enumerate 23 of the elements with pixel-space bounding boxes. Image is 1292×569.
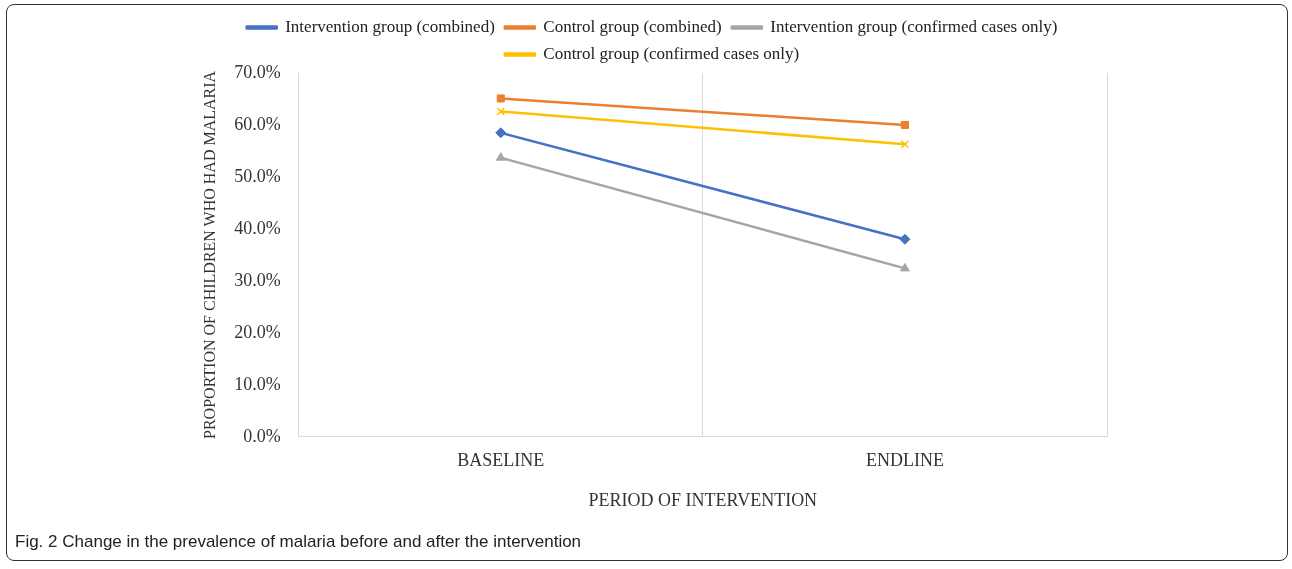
x-axis-title: PERIOD OF INTERVENTION	[588, 489, 818, 510]
legend-label: Intervention group (confirmed cases only)	[770, 16, 1058, 36]
legend-label: Intervention group (combined)	[285, 16, 495, 36]
caption: Fig. 2 Change in the prevalence of malaria before and after the intervention	[15, 532, 582, 552]
x-tick-label: ENDLINE	[865, 450, 944, 471]
point	[496, 94, 505, 103]
legend-label: Control group (confirmed cases only)	[543, 43, 800, 63]
y-axis-title: PROPORTION OF CHILDREN WHO HAD MALARIA	[200, 70, 218, 439]
y-tick-label: 70.0%	[234, 61, 281, 82]
point	[899, 233, 911, 245]
y-tick-label: 20.0%	[234, 321, 281, 342]
point	[495, 127, 507, 139]
y-tick-label: 30.0%	[234, 269, 281, 290]
point	[900, 139, 910, 149]
y-tick-label: 50.0%	[234, 165, 281, 186]
y-tick-label: 0.0%	[243, 425, 281, 446]
point	[900, 120, 909, 130]
y-tick-label: 10.0%	[234, 373, 281, 394]
y-tick-label: 40.0%	[234, 217, 281, 238]
x-tick-label: BASELINE	[457, 450, 545, 471]
y-tick-label: 60.0%	[234, 113, 281, 134]
legend-label: Control group (combined)	[543, 16, 722, 36]
point	[496, 107, 506, 116]
